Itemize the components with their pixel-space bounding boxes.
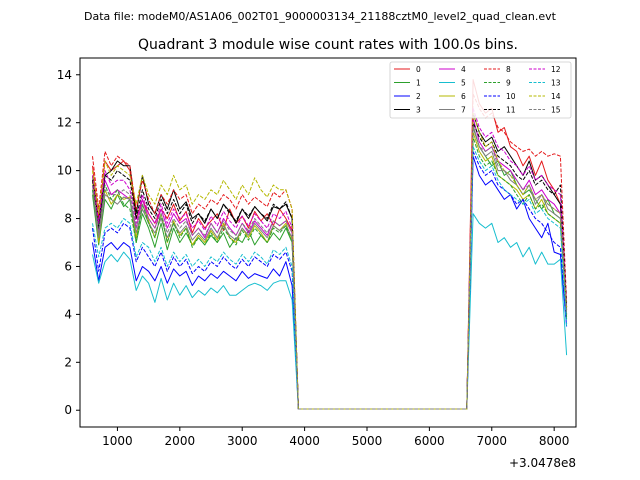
y-tick-label: 10 <box>57 164 72 178</box>
series-line-5 <box>92 213 568 410</box>
series-line-1 <box>92 127 568 410</box>
legend-label-7: 7 <box>461 106 466 115</box>
x-tick-label: 6000 <box>414 434 445 448</box>
data-file-label: Data file: modeM0/AS1A06_002T01_90000031… <box>84 10 557 23</box>
series-line-3 <box>92 112 568 410</box>
series-layer <box>92 79 568 410</box>
legend-label-15: 15 <box>551 106 561 115</box>
legend-label-2: 2 <box>416 92 421 101</box>
series-line-10 <box>92 150 568 410</box>
series-line-11 <box>92 122 568 410</box>
series-line-14 <box>92 112 568 410</box>
plot-frame <box>79 57 577 428</box>
y-tick-label: 6 <box>64 259 72 273</box>
y-axis: 0 2 4 6 8 10 12 14 <box>57 68 80 417</box>
x-tick-label: 5000 <box>352 434 383 448</box>
series-line-2 <box>92 155 568 410</box>
legend-label-1: 1 <box>416 79 421 88</box>
y-tick-label: 0 <box>64 403 72 417</box>
legend-label-4: 4 <box>461 65 466 74</box>
series-line-12 <box>92 107 568 410</box>
legend-label-13: 13 <box>551 79 561 88</box>
x-tick-label: 2000 <box>165 434 196 448</box>
chart-title: Quadrant 3 module wise count rates with … <box>138 37 518 53</box>
series-line-0 <box>92 79 568 410</box>
series-line-15 <box>92 127 568 410</box>
x-tick-label: 4000 <box>289 434 320 448</box>
x-tick-label: 3000 <box>227 434 258 448</box>
series-line-13 <box>92 146 568 410</box>
legend-label-0: 0 <box>416 65 421 74</box>
legend-label-10: 10 <box>506 92 516 101</box>
x-tick-label: 8000 <box>539 434 570 448</box>
legend-box <box>389 61 572 119</box>
legend-label-14: 14 <box>551 92 561 101</box>
y-tick-label: 4 <box>64 307 72 321</box>
legend-label-9: 9 <box>506 79 511 88</box>
series-line-9 <box>92 136 568 410</box>
legend-label-11: 11 <box>506 106 516 115</box>
legend-label-8: 8 <box>506 65 511 74</box>
legend-label-12: 12 <box>551 65 561 74</box>
y-tick-label: 8 <box>64 212 72 226</box>
series-line-8 <box>92 93 568 410</box>
y-tick-label: 12 <box>57 116 72 130</box>
y-tick-label: 14 <box>57 68 72 82</box>
legend-label-3: 3 <box>416 106 421 115</box>
legend-label-5: 5 <box>461 79 466 88</box>
x-tick-label: 1000 <box>102 434 133 448</box>
x-offset-label: +3.0478e8 <box>509 456 576 470</box>
x-axis: 1000 2000 3000 4000 5000 6000 7000 8000 <box>102 427 569 448</box>
legend-label-6: 6 <box>461 92 466 101</box>
x-tick-label: 7000 <box>477 434 508 448</box>
y-tick-label: 2 <box>64 355 72 369</box>
